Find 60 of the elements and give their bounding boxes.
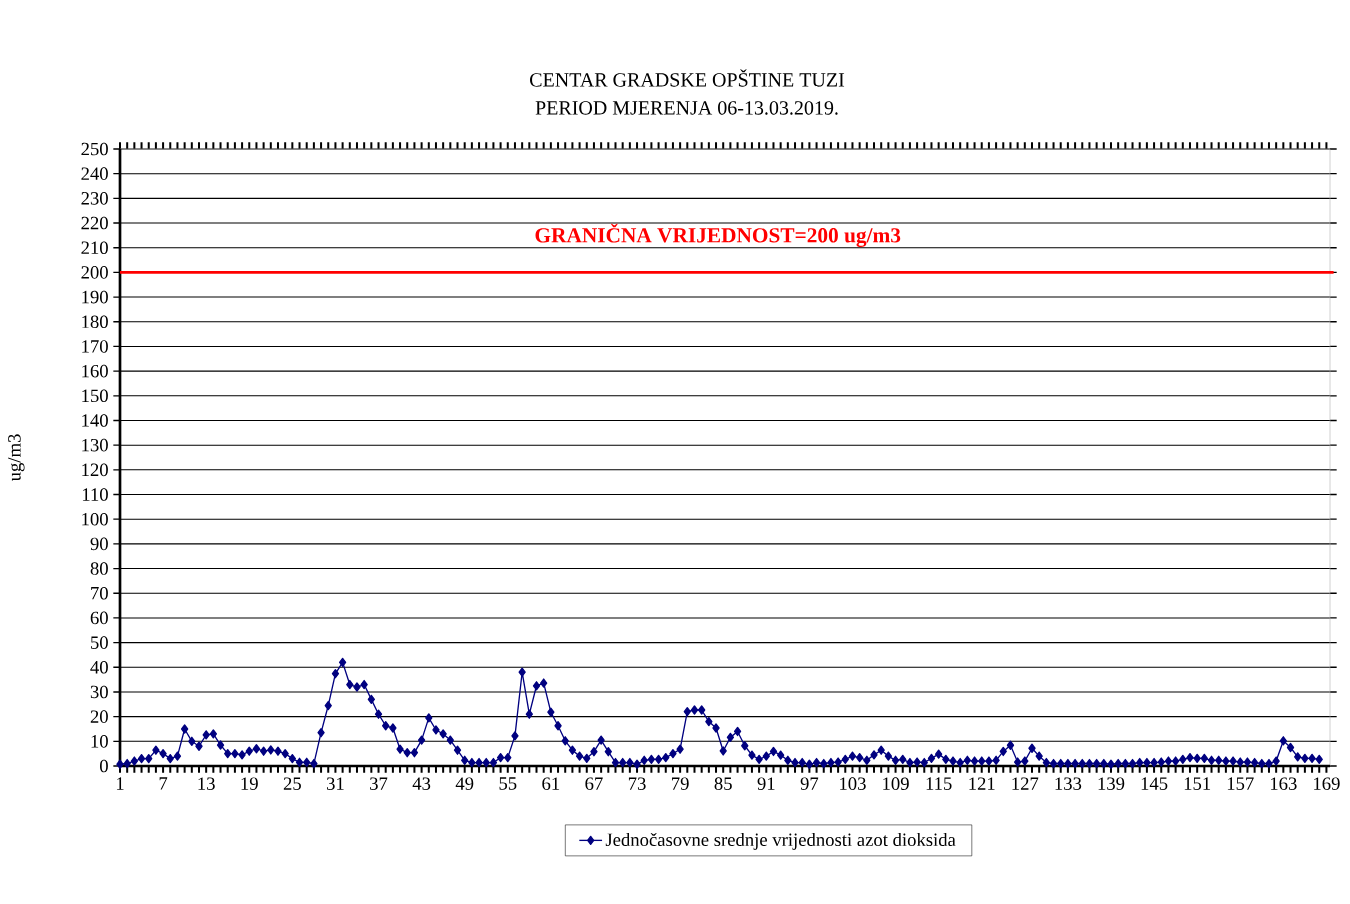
y-tick-label: 90: [90, 537, 108, 551]
x-tick-label: 37: [370, 777, 388, 790]
x-tick-label: 139: [1098, 777, 1125, 790]
x-tick-label: 49: [455, 777, 474, 790]
x-tick-label: 43: [412, 777, 431, 790]
x-tick-label: 145: [1141, 777, 1168, 790]
y-tick-label: 10: [91, 735, 108, 748]
x-tick-label: 7: [159, 777, 168, 790]
y-tick-label: 60: [90, 611, 108, 625]
y-tick-label: 70: [91, 586, 108, 600]
x-tick-label: 13: [198, 777, 215, 790]
legend-label: Jednočasovne srednje vrijednosti azot dioksida: [605, 832, 956, 850]
x-tick-label: 109: [883, 777, 909, 790]
y-tick-label: 100: [82, 512, 108, 526]
y-tick-label: 80: [90, 562, 108, 575]
y-axis-title: ug/m3: [8, 434, 25, 482]
x-tick-label: 61: [542, 777, 560, 790]
x-tick-label: 19: [241, 777, 258, 790]
x-tick-label: 79: [672, 777, 689, 790]
y-tick-label: 40: [90, 660, 108, 674]
y-tick-label: 140: [82, 414, 108, 427]
x-tick-label: 67: [585, 777, 603, 790]
x-tick-label: 97: [800, 777, 819, 790]
x-tick-label: 73: [628, 777, 646, 790]
y-tick-label: 110: [82, 488, 108, 501]
x-tick-label: 151: [1184, 777, 1211, 790]
y-tick-label: 180: [82, 315, 108, 329]
x-tick-label: 157: [1227, 777, 1254, 790]
chart-title: CENTAR GRADSKE OPŠTINE TUZI: [530, 69, 845, 87]
y-tick-label: 190: [82, 290, 108, 304]
y-tick-label: 130: [82, 438, 108, 452]
y-tick-label: 150: [82, 389, 108, 403]
y-tick-label: 160: [82, 364, 108, 378]
x-tick-label: 1: [116, 777, 124, 790]
y-tick-label: 230: [81, 192, 108, 205]
y-tick-label: 220: [81, 216, 108, 230]
y-tick-label: 240: [81, 167, 108, 180]
x-tick-label: 127: [1012, 777, 1039, 790]
chart-subtitle: PERIOD MJERENJA 06-13.03.2019.: [535, 101, 838, 115]
x-tick-label: 55: [499, 777, 517, 790]
y-tick-label: 0: [100, 759, 108, 773]
x-tick-label: 31: [327, 777, 344, 790]
y-tick-label: 200: [81, 266, 108, 279]
x-tick-label: 103: [840, 777, 866, 790]
x-tick-label: 121: [969, 777, 995, 790]
x-tick-label: 133: [1055, 777, 1082, 790]
y-tick-label: 120: [82, 463, 108, 477]
y-tick-label: 250: [81, 142, 108, 156]
y-tick-label: 30: [90, 685, 108, 699]
x-tick-label: 85: [714, 777, 732, 790]
y-tick-label: 50: [91, 636, 108, 649]
y-tick-label: 170: [82, 340, 108, 353]
ref-line-label: GRANIČNA VRIJEDNOST=200 ug/m3: [535, 223, 901, 247]
x-tick-label: 169: [1314, 777, 1340, 790]
x-tick-label: 163: [1270, 777, 1297, 790]
x-tick-label: 25: [283, 777, 301, 790]
y-tick-label: 210: [81, 241, 108, 255]
x-tick-label: 91: [757, 777, 775, 790]
y-tick-label: 20: [90, 710, 108, 723]
x-tick-label: 115: [926, 777, 952, 790]
